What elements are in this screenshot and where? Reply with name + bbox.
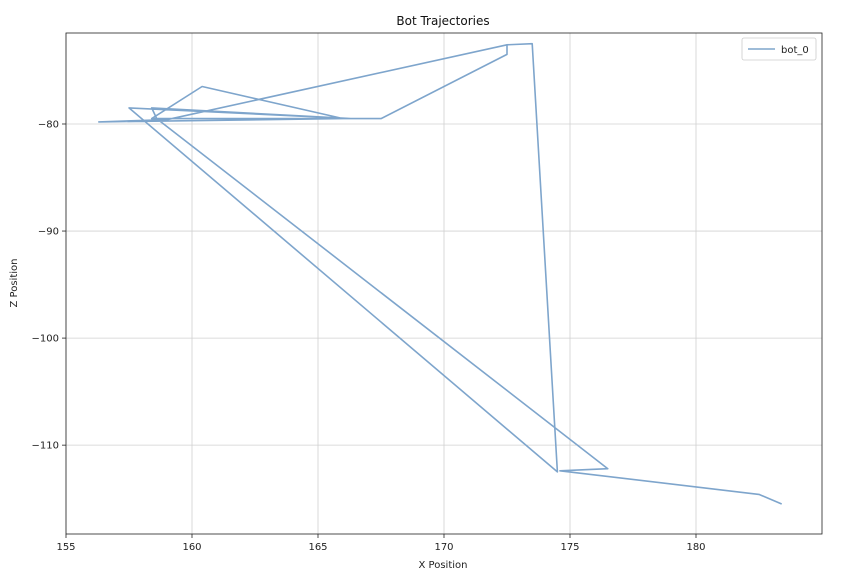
- legend: bot_0: [741, 37, 817, 61]
- legend-label-bot-0: bot_0: [781, 45, 809, 56]
- series-layer: [98, 42, 783, 505]
- x-tick-label: 175: [560, 542, 579, 553]
- y-tick-label: −80: [38, 119, 59, 130]
- legend-box: [741, 37, 817, 61]
- y-tick-label: −90: [38, 227, 59, 238]
- x-axis-ticks: 155 160 165 170 175 180: [56, 534, 706, 553]
- x-tick-label: 155: [56, 542, 75, 553]
- x-tick-label: 165: [308, 542, 327, 553]
- x-tick-label: 180: [686, 542, 705, 553]
- y-tick-label: −100: [32, 334, 59, 345]
- x-axis-label: X Position: [419, 560, 468, 571]
- chart-title: Bot Trajectories: [396, 14, 489, 28]
- x-tick-label: 170: [434, 542, 453, 553]
- x-tick-label: 160: [182, 542, 201, 553]
- y-tick-label: −110: [32, 441, 59, 452]
- y-axis-ticks: −80 −90 −100 −110: [32, 119, 66, 452]
- series-line-bot-0: [98, 42, 783, 505]
- y-axis-label: Z Position: [9, 259, 20, 308]
